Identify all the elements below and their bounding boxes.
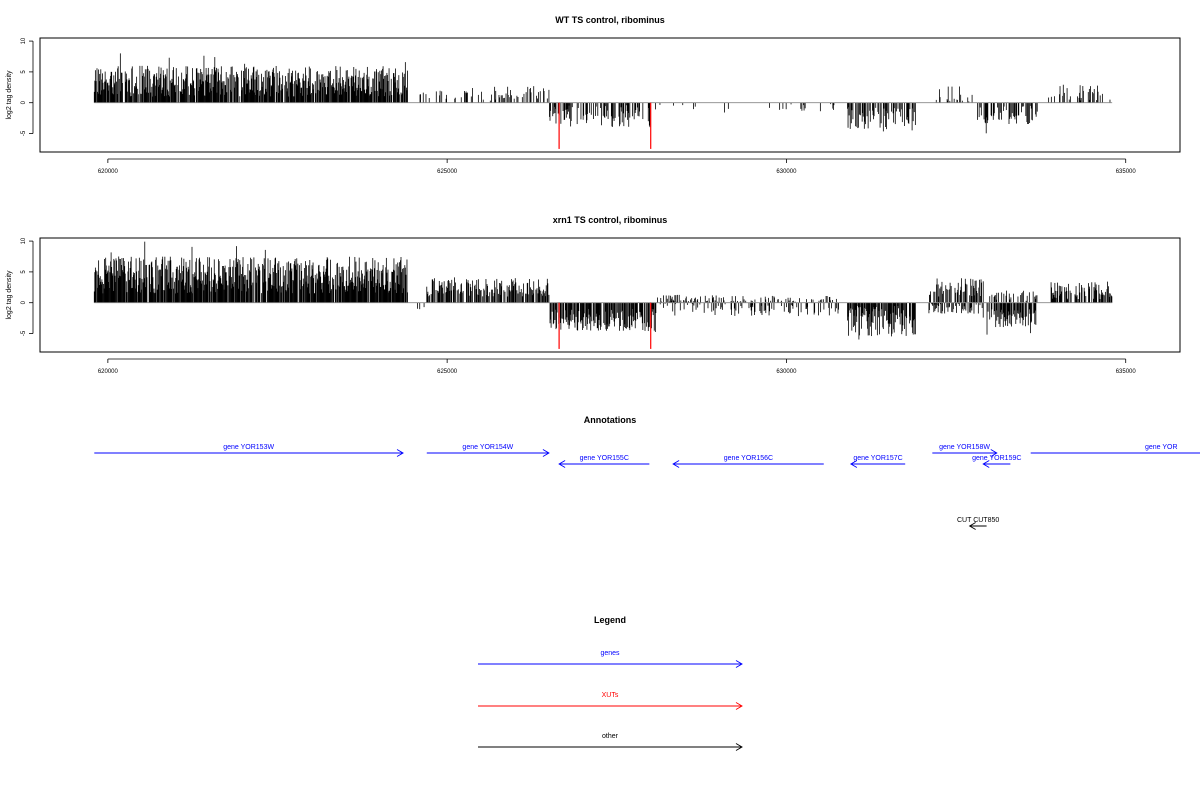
wt-plot-frame [39, 37, 1181, 153]
annotations-panel: Annotations gene YOR153W gene YOR154Wgene… [94, 415, 1200, 530]
xrn1-highlight-bars [558, 302, 652, 349]
xrn1-x-tick-label: 630000 [776, 369, 797, 375]
annotation-arrowhead [672, 460, 680, 468]
annotation-label: gene YOR [1145, 444, 1178, 451]
legend-label: XUTs [602, 692, 619, 699]
wt-y-tick-label: 0 [21, 100, 27, 104]
annotation-arrowhead [396, 449, 404, 457]
xrn1-y-tick-label: -5 [21, 330, 27, 336]
annotation-arrowhead [542, 449, 550, 457]
annotation-arrowhead [982, 460, 990, 468]
wt-x-axis: 620000 625000 630000 635000 [98, 158, 1137, 175]
annotation-label: gene YOR159C [972, 455, 1021, 462]
xrn1-y-tick-label: 5 [21, 270, 27, 274]
wt-track-panel: WT TS control, ribominus log2 tag densit… [6, 15, 1181, 175]
annotation-label: CUT CUT850 [957, 517, 999, 524]
legend-title: Legend [594, 615, 626, 625]
annotation-arrowhead [968, 522, 976, 530]
xrn1-plot-frame [39, 237, 1181, 353]
legend-label: other [602, 733, 619, 740]
annotation-feature: gene YOR157C [849, 455, 906, 468]
wt-track-title: WT TS control, ribominus [555, 15, 665, 25]
wt-x-tick-label: 630000 [776, 169, 797, 175]
legend: Legend genes XUTs other [478, 615, 743, 751]
legend-item: XUTs [478, 692, 743, 710]
wt-y-tick-label: -5 [21, 130, 27, 136]
annotation-feature: gene YOR156C [672, 455, 824, 468]
xrn1-y-axis: -5 0 5 10 [21, 237, 34, 336]
annotation-feature: gene YOR153W [94, 444, 404, 457]
legend-arrowhead [735, 660, 743, 668]
wt-highlight-bars [558, 102, 652, 149]
wt-y-tick-label: 10 [21, 37, 27, 44]
wt-y-axis: -5 0 5 10 [21, 37, 34, 136]
annotation-feature: gene YOR [1030, 444, 1200, 454]
annotation-label: gene YOR158W [939, 444, 990, 451]
annotation-label: gene YOR153W [223, 444, 274, 451]
wt-x-tick-label: 620000 [98, 169, 119, 175]
annotation-arrowhead [849, 460, 858, 468]
annotation-label: gene YOR155C [580, 455, 629, 462]
annotation-arrowhead [558, 460, 566, 468]
legend-item: genes [478, 650, 743, 668]
xrn1-x-tick-label: 635000 [1116, 369, 1137, 375]
xrn1-y-tick-label: 10 [21, 237, 27, 244]
annotation-label: gene YOR156C [724, 455, 773, 462]
annotation-feature: gene YOR154W [426, 444, 550, 457]
xrn1-track-title: xrn1 TS control, ribominus [553, 215, 668, 225]
annotation-feature: CUT CUT850 [957, 517, 999, 530]
wt-x-tick-label: 625000 [437, 169, 458, 175]
xrn1-x-axis: 620000 625000 630000 635000 [98, 358, 1137, 375]
legend-items: genes XUTs other [478, 650, 743, 751]
legend-label: genes [600, 650, 620, 657]
xrn1-track-panel: xrn1 TS control, ribominus log2 tag dens… [6, 215, 1181, 375]
annotation-label: gene YOR154W [462, 444, 513, 451]
annotation-features: gene YOR153W gene YOR154W gene YOR155C gene… [94, 444, 1200, 530]
wt-y-tick-label: 5 [21, 70, 27, 74]
annotation-feature: gene YOR155C [558, 455, 650, 468]
legend-arrowhead [735, 743, 743, 751]
xrn1-signal-bars [93, 241, 1113, 340]
annotation-feature: gene YOR158W [932, 444, 998, 457]
wt-x-tick-label: 635000 [1116, 169, 1137, 175]
xrn1-y-tick-label: 0 [21, 300, 27, 304]
wt-y-axis-label: log2 tag density [6, 70, 13, 120]
annotation-arrowhead [990, 449, 998, 457]
xrn1-y-axis-label: log2 tag density [6, 270, 13, 320]
xrn1-x-tick-label: 625000 [437, 369, 458, 375]
legend-arrowhead [735, 702, 743, 710]
annotations-title: Annotations [584, 415, 637, 425]
wt-signal-bars [93, 53, 1111, 134]
annotation-feature: gene YOR159C [972, 455, 1021, 468]
legend-item: other [478, 733, 743, 751]
xrn1-x-tick-label: 620000 [98, 369, 119, 375]
annotation-label: gene YOR157C [853, 455, 902, 462]
